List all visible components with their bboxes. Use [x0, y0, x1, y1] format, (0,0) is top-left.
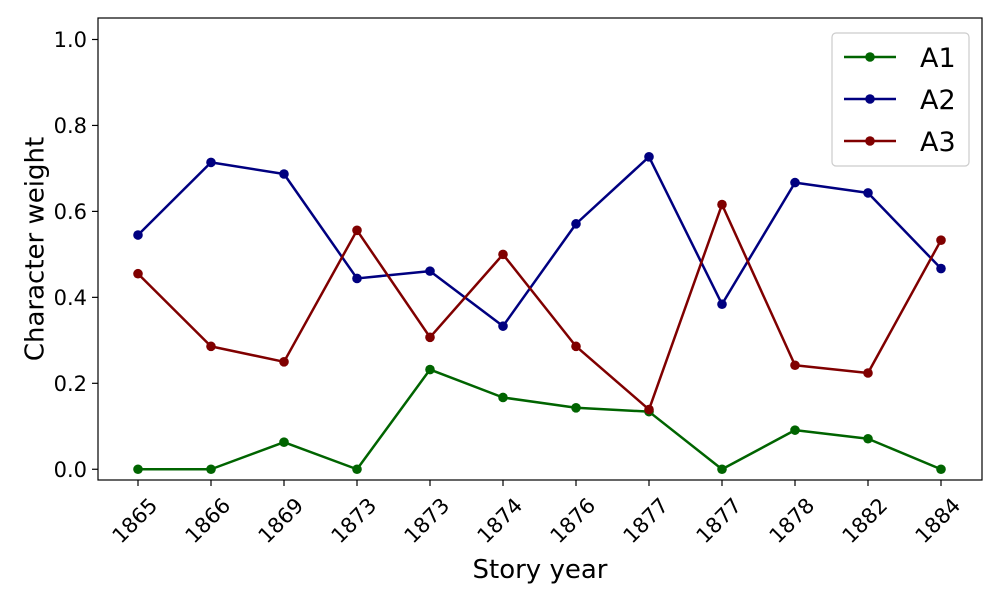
legend-label-A1: A1 [920, 43, 956, 74]
data-point-A3-8 [717, 199, 727, 210]
data-point-A3-7 [644, 404, 654, 415]
data-point-A3-1 [206, 341, 216, 352]
series-A3 [133, 199, 946, 415]
data-point-A1-5 [498, 392, 508, 403]
data-point-A1-1 [206, 464, 216, 475]
data-point-A3-0 [133, 268, 143, 279]
x-tick-label: 1866 [181, 493, 236, 548]
x-tick-label: 1865 [108, 493, 163, 548]
series-line-A3 [137, 203, 943, 411]
data-point-A2-1 [206, 157, 216, 168]
data-point-A3-9 [790, 360, 800, 371]
data-point-A1-0 [133, 464, 143, 475]
legend-label-A2: A2 [920, 85, 956, 116]
y-tick-label: 0.2 [54, 372, 87, 396]
legend-marker-A2 [865, 94, 875, 104]
legend-entry-A3: A3 [844, 127, 956, 158]
series-layer [133, 152, 946, 475]
series-A1 [133, 364, 946, 475]
x-tick-label: 1884 [911, 493, 966, 548]
legend-entry-A2: A2 [844, 85, 956, 116]
x-axis-label: Story year [473, 555, 608, 585]
data-point-A3-3 [352, 225, 362, 236]
data-point-A3-11 [936, 235, 946, 245]
data-point-A2-3 [352, 273, 362, 284]
x-tick-label: 1876 [546, 493, 601, 548]
legend-marker-A3 [865, 136, 875, 146]
x-tick-label: 1873 [400, 493, 455, 548]
data-point-A1-2 [279, 437, 289, 447]
data-point-A1-4 [425, 364, 435, 375]
data-point-A3-6 [571, 341, 581, 352]
data-point-A1-9 [790, 425, 800, 435]
data-point-A2-10 [863, 188, 873, 198]
data-point-A2-7 [644, 152, 654, 162]
y-axis-label: Character weight [21, 137, 51, 361]
data-point-A2-5 [498, 321, 508, 331]
data-point-A1-11 [936, 464, 946, 475]
x-tick-label: 1874 [473, 493, 528, 548]
x-tick-label: 1878 [765, 493, 820, 548]
data-point-A2-9 [790, 177, 800, 188]
data-point-A2-11 [936, 263, 946, 274]
y-tick-label: 1.0 [54, 28, 87, 52]
legend-entry-A1: A1 [844, 43, 956, 74]
data-point-A3-2 [279, 357, 289, 367]
legend-box [831, 32, 970, 167]
series-line-A2 [137, 155, 942, 328]
y-tick-label: 0.4 [54, 286, 87, 310]
legend-label-A3: A3 [920, 127, 956, 158]
legend: A1 A2 A3 [831, 32, 970, 167]
y-tick-label: 0.6 [54, 200, 87, 224]
x-tick-label: 1877 [619, 493, 674, 548]
data-point-A2-6 [571, 219, 581, 229]
plot-frame [97, 17, 983, 481]
x-tick-label: 1877 [692, 493, 747, 548]
y-tick-label: 0.0 [54, 458, 87, 482]
data-point-A2-2 [279, 169, 289, 179]
legend-marker-A1 [865, 52, 875, 62]
x-tick-label: 1882 [838, 493, 893, 548]
y-tick-label: 0.8 [54, 114, 87, 138]
data-point-A1-3 [352, 464, 362, 475]
data-point-A3-4 [425, 332, 435, 343]
data-point-A1-8 [717, 464, 727, 475]
series-line-A1 [138, 368, 942, 471]
data-point-A2-8 [717, 299, 727, 310]
data-point-A2-0 [133, 230, 143, 240]
data-point-A3-10 [863, 368, 873, 378]
x-tick-label: 1869 [254, 493, 309, 548]
series-A2 [133, 152, 946, 331]
x-tick-label: 1873 [327, 493, 382, 548]
data-point-A2-4 [425, 266, 435, 276]
data-point-A1-10 [863, 433, 873, 444]
data-point-A1-6 [571, 402, 581, 413]
data-point-A3-5 [498, 249, 508, 260]
